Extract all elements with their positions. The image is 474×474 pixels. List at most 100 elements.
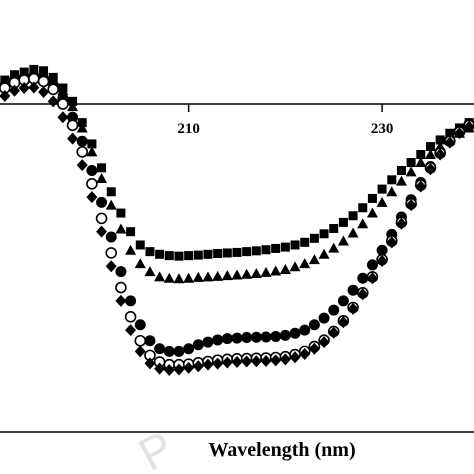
triangle-marker <box>405 166 417 177</box>
circle-filled-marker <box>260 331 272 343</box>
triangle-marker <box>163 272 175 283</box>
triangle-marker <box>86 146 98 157</box>
square-marker <box>319 229 329 239</box>
circle-filled-marker <box>67 111 79 123</box>
triangle-marker <box>289 261 301 272</box>
circle-filled-marker <box>163 345 175 357</box>
diamond-marker <box>96 225 108 238</box>
square-marker <box>203 249 213 259</box>
circle-filled-marker <box>299 324 311 336</box>
triangle-marker <box>212 270 224 281</box>
diamond-marker <box>260 354 272 367</box>
triangle-marker <box>376 196 388 207</box>
square-marker <box>135 240 145 250</box>
triangle-marker <box>125 244 137 255</box>
x-tick-label: 230 <box>371 121 394 137</box>
circle-filled-marker <box>231 332 243 344</box>
triangle-marker <box>308 254 320 265</box>
series-square <box>0 64 474 261</box>
square-marker <box>387 175 397 185</box>
diamond-marker <box>347 302 359 315</box>
circle-filled-marker <box>328 304 340 316</box>
square-marker <box>164 251 174 261</box>
series-layer <box>0 64 474 376</box>
square-marker <box>261 245 271 255</box>
diamond-marker <box>415 180 427 193</box>
watermark: P <box>130 421 182 474</box>
circle-open-marker <box>86 178 98 190</box>
triangle-marker <box>221 270 233 281</box>
square-marker <box>251 246 261 256</box>
square-marker <box>232 247 242 257</box>
triangle-marker <box>134 258 146 269</box>
circle-filled-marker <box>308 319 320 331</box>
diamond-marker <box>18 82 30 95</box>
circle-filled-marker <box>250 331 262 343</box>
circle-filled-marker <box>76 135 88 147</box>
triangle-marker <box>96 172 108 183</box>
triangle-marker <box>154 271 166 282</box>
square-marker <box>155 249 165 259</box>
triangle-marker <box>318 248 330 259</box>
diamond-marker <box>376 254 388 267</box>
diamond-marker <box>154 362 166 375</box>
circle-open-marker <box>115 281 127 294</box>
triangle-marker <box>347 227 359 238</box>
square-marker <box>87 139 97 149</box>
square-marker <box>435 135 445 145</box>
diamond-marker <box>57 111 69 124</box>
diamond-marker <box>9 84 21 97</box>
series-circle-filled <box>0 70 474 357</box>
diamond-marker <box>434 148 446 161</box>
diamond-marker <box>231 356 243 369</box>
circle-open-marker <box>76 146 89 158</box>
diamond-marker <box>453 127 465 140</box>
circle-filled-marker <box>337 295 349 307</box>
square-marker <box>309 233 319 243</box>
square-marker <box>396 166 406 175</box>
triangle-marker <box>270 265 282 276</box>
triangle-marker <box>299 258 311 269</box>
diamond-marker <box>424 163 436 176</box>
circle-filled-marker <box>154 343 166 355</box>
square-marker <box>126 227 136 237</box>
square-marker <box>406 158 416 168</box>
diamond-marker <box>192 360 204 373</box>
diamond-marker <box>115 294 127 307</box>
square-marker <box>193 250 203 260</box>
square-marker <box>213 248 223 258</box>
circle-filled-marker <box>221 333 233 345</box>
circle-filled-marker <box>347 284 359 296</box>
circle-filled-marker <box>134 319 146 331</box>
circle-filled-marker <box>96 196 108 208</box>
circle-filled-marker <box>173 345 185 357</box>
square-marker <box>184 251 194 261</box>
triangle-marker <box>415 157 427 168</box>
diamond-marker <box>76 159 88 172</box>
circle-open-marker <box>57 98 69 110</box>
square-marker <box>242 247 252 257</box>
triangle-marker <box>337 235 349 246</box>
square-marker <box>358 203 368 213</box>
diamond-marker <box>212 357 224 370</box>
square-marker <box>416 150 426 160</box>
square-marker <box>377 184 387 194</box>
triangle-marker <box>395 175 407 186</box>
series-diamond <box>0 81 474 376</box>
circle-open-marker <box>105 247 118 259</box>
diamond-marker <box>105 260 117 273</box>
triangle-marker <box>105 199 117 210</box>
diamond-marker <box>241 355 253 368</box>
diamond-marker <box>221 356 233 369</box>
square-marker <box>145 247 155 257</box>
diamond-marker <box>144 357 156 370</box>
square-marker <box>329 223 339 233</box>
triangle-marker <box>279 263 291 274</box>
diamond-marker <box>47 95 59 108</box>
diamond-marker <box>28 81 40 94</box>
diamond-marker <box>0 90 11 103</box>
square-marker <box>280 242 290 252</box>
diamond-marker <box>337 316 349 329</box>
triangle-marker <box>250 267 262 278</box>
